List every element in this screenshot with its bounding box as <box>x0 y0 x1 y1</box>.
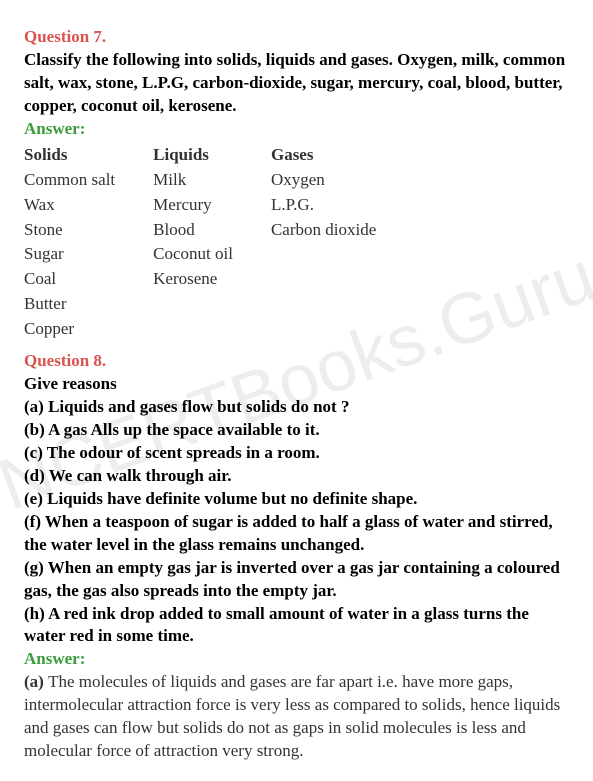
cell: L.P.G. <box>271 193 414 218</box>
q8-part-d: (d) We can walk through air. <box>24 465 569 488</box>
table-row: Butter <box>24 292 414 317</box>
q8-label: Question 8. <box>24 350 569 373</box>
q8-part-g: (g) When an empty gas jar is inverted ov… <box>24 557 569 603</box>
q8-part-f: (f) When a teaspoon of sugar is added to… <box>24 511 569 557</box>
q8-part-e: (e) Liquids have definite volume but no … <box>24 488 569 511</box>
q8-answer-a-prefix: (a) <box>24 672 48 691</box>
table-row: Wax Mercury L.P.G. <box>24 193 414 218</box>
cell: Copper <box>24 317 153 342</box>
q7-label: Question 7. <box>24 26 569 49</box>
cell <box>271 267 414 292</box>
q8-lead: Give reasons <box>24 373 569 396</box>
cell: Sugar <box>24 242 153 267</box>
q8-part-b: (b) A gas Alls up the space available to… <box>24 419 569 442</box>
page-content: Question 7. Classify the following into … <box>24 26 569 763</box>
q8-part-h: (h) A red ink drop added to small amount… <box>24 603 569 649</box>
cell <box>271 242 414 267</box>
cell: Coconut oil <box>153 242 271 267</box>
q8-answer-a: (a) The molecules of liquids and gases a… <box>24 671 569 763</box>
table-header-row: Solids Liquids Gases <box>24 143 414 168</box>
cell: Mercury <box>153 193 271 218</box>
cell: Blood <box>153 218 271 243</box>
cell: Carbon dioxide <box>271 218 414 243</box>
q8-part-a: (a) Liquids and gases flow but solids do… <box>24 396 569 419</box>
col-liquids: Liquids <box>153 143 271 168</box>
q8-part-c: (c) The odour of scent spreads in a room… <box>24 442 569 465</box>
table-row: Sugar Coconut oil <box>24 242 414 267</box>
cell: Common salt <box>24 168 153 193</box>
cell: Kerosene <box>153 267 271 292</box>
cell <box>153 317 271 342</box>
cell: Butter <box>24 292 153 317</box>
table-row: Stone Blood Carbon dioxide <box>24 218 414 243</box>
cell <box>271 317 414 342</box>
cell: Stone <box>24 218 153 243</box>
q7-answer-label: Answer: <box>24 118 569 141</box>
table-row: Coal Kerosene <box>24 267 414 292</box>
cell: Wax <box>24 193 153 218</box>
cell: Oxygen <box>271 168 414 193</box>
cell <box>271 292 414 317</box>
q8-answer-label: Answer: <box>24 648 569 671</box>
cell: Coal <box>24 267 153 292</box>
q7-body: Classify the following into solids, liqu… <box>24 49 569 118</box>
table-row: Copper <box>24 317 414 342</box>
classification-table: Solids Liquids Gases Common salt Milk Ox… <box>24 143 414 343</box>
cell <box>153 292 271 317</box>
col-solids: Solids <box>24 143 153 168</box>
q8-answer-a-text: The molecules of liquids and gases are f… <box>24 672 560 760</box>
cell: Milk <box>153 168 271 193</box>
q8-body: Give reasons (a) Liquids and gases flow … <box>24 373 569 648</box>
col-gases: Gases <box>271 143 414 168</box>
table-row: Common salt Milk Oxygen <box>24 168 414 193</box>
